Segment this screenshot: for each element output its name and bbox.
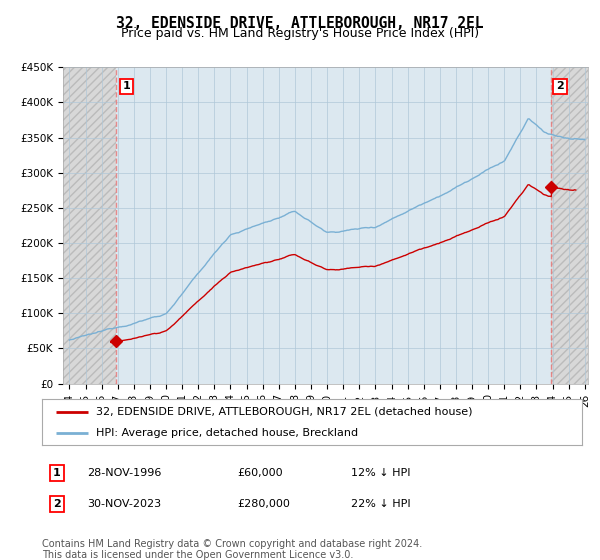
Text: 1: 1 [123,81,131,91]
Text: Contains HM Land Registry data © Crown copyright and database right 2024.
This d: Contains HM Land Registry data © Crown c… [42,539,422,560]
Text: £60,000: £60,000 [237,468,283,478]
Text: 1: 1 [53,468,61,478]
Text: Price paid vs. HM Land Registry's House Price Index (HPI): Price paid vs. HM Land Registry's House … [121,27,479,40]
Bar [63,67,116,384]
Text: £280,000: £280,000 [237,499,290,509]
Text: 2: 2 [556,81,564,91]
Text: 32, EDENSIDE DRIVE, ATTLEBOROUGH, NR17 2EL: 32, EDENSIDE DRIVE, ATTLEBOROUGH, NR17 2… [116,16,484,31]
Text: 28-NOV-1996: 28-NOV-1996 [87,468,161,478]
Bar [551,67,588,384]
Text: 2: 2 [53,499,61,509]
Text: 22% ↓ HPI: 22% ↓ HPI [351,499,410,509]
Text: 32, EDENSIDE DRIVE, ATTLEBOROUGH, NR17 2EL (detached house): 32, EDENSIDE DRIVE, ATTLEBOROUGH, NR17 2… [96,407,473,417]
Text: 30-NOV-2023: 30-NOV-2023 [87,499,161,509]
Text: 12% ↓ HPI: 12% ↓ HPI [351,468,410,478]
Text: HPI: Average price, detached house, Breckland: HPI: Average price, detached house, Brec… [96,428,358,438]
